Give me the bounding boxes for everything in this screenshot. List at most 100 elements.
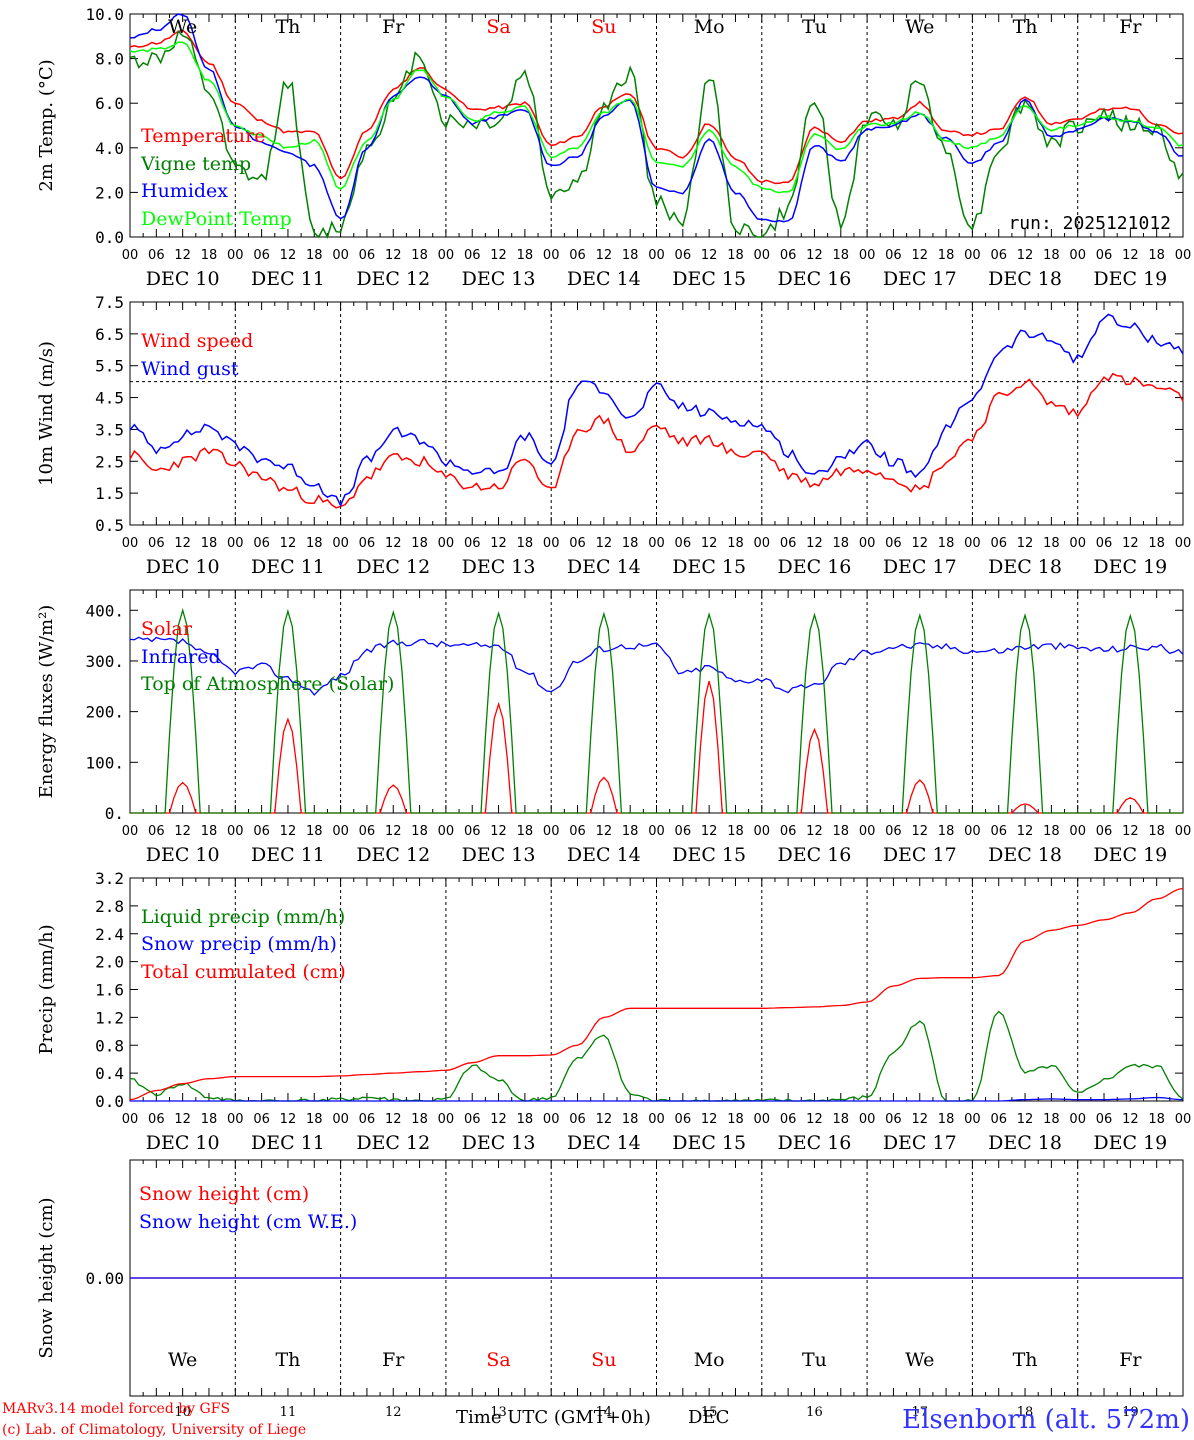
weekday-label: Tu xyxy=(802,1349,827,1371)
day-number-label: 16 xyxy=(806,1405,823,1420)
legend-snow-height-cm-w-e: Snow height (cm W.E.) xyxy=(139,1211,357,1233)
hour-tick-label: 06 xyxy=(780,248,797,263)
hour-tick-label: 00 xyxy=(438,824,455,839)
hour-tick-label: 00 xyxy=(122,1112,139,1127)
date-label: DEC 12 xyxy=(356,1132,430,1154)
date-label: DEC 15 xyxy=(672,1132,746,1154)
day-number-label: 19 xyxy=(1122,1405,1139,1420)
hour-tick-label: 18 xyxy=(201,1112,218,1127)
hour-tick-label: 12 xyxy=(385,1112,402,1127)
hour-tick-label: 00 xyxy=(227,536,244,551)
hour-tick-label: 06 xyxy=(148,1112,165,1127)
hour-tick-label: 00 xyxy=(122,824,139,839)
y-axis-label: 2m Temp. (°C) xyxy=(36,59,57,191)
date-label: DEC 14 xyxy=(567,556,641,578)
hour-tick-label: 00 xyxy=(543,824,560,839)
hour-tick-label: 12 xyxy=(490,824,507,839)
weekday-label: Sa xyxy=(486,16,510,38)
weekday-label: Su xyxy=(591,16,616,38)
legend-dewpoint-temp: DewPoint Temp xyxy=(141,208,292,230)
series-line-dewpoint-temp xyxy=(129,41,1184,194)
hour-tick-label: 18 xyxy=(1148,824,1165,839)
hour-tick-label: 06 xyxy=(675,824,692,839)
hour-tick-label: 12 xyxy=(385,536,402,551)
weekday-label: Mo xyxy=(694,16,725,38)
hour-tick-label: 00 xyxy=(1069,1112,1086,1127)
hour-tick-label: 18 xyxy=(411,824,428,839)
y-tick-label: 400. xyxy=(85,601,124,620)
hour-tick-label: 00 xyxy=(648,248,665,263)
weekday-label: Fr xyxy=(1119,16,1142,38)
date-label: DEC 17 xyxy=(883,844,957,866)
legend-wind-speed: Wind speed xyxy=(141,330,253,352)
y-tick-label: 4.5 xyxy=(95,389,124,408)
y-tick-label: 2.0 xyxy=(95,183,124,202)
hour-tick-label: 18 xyxy=(833,824,850,839)
y-tick-label: 0.8 xyxy=(95,1036,124,1055)
station-name: Elsenborn (alt. 572m) xyxy=(902,1405,1190,1435)
hour-tick-label: 18 xyxy=(306,824,323,839)
y-tick-label: 7.5 xyxy=(95,293,124,312)
hour-tick-label: 12 xyxy=(596,536,613,551)
hour-tick-label: 18 xyxy=(306,248,323,263)
hour-tick-label: 12 xyxy=(701,1112,718,1127)
hour-tick-label: 12 xyxy=(701,824,718,839)
date-label: DEC 16 xyxy=(778,1132,852,1154)
y-axis-label: Snow height (cm) xyxy=(36,1197,57,1358)
hour-tick-label: 00 xyxy=(964,536,981,551)
date-label: DEC 13 xyxy=(462,1132,536,1154)
day-number-label: 10 xyxy=(174,1405,191,1420)
hour-tick-label: 00 xyxy=(438,248,455,263)
date-label: DEC 16 xyxy=(778,268,852,290)
hour-tick-label: 12 xyxy=(596,1112,613,1127)
y-tick-label: 1.6 xyxy=(95,981,124,1000)
hour-tick-label: 12 xyxy=(911,1112,928,1127)
energy-flux-panel: 0. 100. 200. 300. 400. Energy fluxes (W/m²) So… xyxy=(36,589,1191,866)
hour-tick-label: 18 xyxy=(517,536,534,551)
hour-tick-label: 18 xyxy=(833,248,850,263)
hour-tick-label: 12 xyxy=(911,248,928,263)
hour-tick-label: 06 xyxy=(990,824,1007,839)
y-tick-label: 1.2 xyxy=(95,1008,124,1027)
hour-tick-label: 00 xyxy=(964,824,981,839)
hour-tick-label: 06 xyxy=(569,824,586,839)
hour-tick-label: 18 xyxy=(833,536,850,551)
hour-tick-label: 12 xyxy=(174,824,191,839)
hour-tick-label: 18 xyxy=(201,536,218,551)
date-label: DEC 19 xyxy=(1093,268,1167,290)
hour-tick-label: 00 xyxy=(122,248,139,263)
hour-tick-label: 18 xyxy=(938,248,955,263)
hour-tick-label: 18 xyxy=(1148,1112,1165,1127)
legend-wind-gust: Wind gust xyxy=(141,358,239,380)
y-axis-label: Energy fluxes (W/m²) xyxy=(36,605,57,799)
date-label: DEC 13 xyxy=(462,268,536,290)
hour-tick-label: 06 xyxy=(675,536,692,551)
y-tick-label: 2.8 xyxy=(95,897,124,916)
series-line-humidex xyxy=(129,13,1184,223)
month-label: DEC xyxy=(688,1407,729,1428)
hour-tick-label: 18 xyxy=(517,1112,534,1127)
hour-tick-label: 06 xyxy=(253,1112,270,1127)
hour-tick-label: 06 xyxy=(1096,536,1113,551)
date-label: DEC 18 xyxy=(988,268,1062,290)
hour-tick-label: 18 xyxy=(201,824,218,839)
hour-tick-label: 06 xyxy=(359,1112,376,1127)
y-tick-label: 6.0 xyxy=(95,94,124,113)
weekday-label: We xyxy=(168,16,197,38)
hour-tick-label: 00 xyxy=(1175,1112,1192,1127)
hour-tick-label: 12 xyxy=(596,824,613,839)
y-tick-label: 0.5 xyxy=(95,516,124,535)
hour-tick-label: 06 xyxy=(1096,824,1113,839)
weekday-label: Su xyxy=(591,1349,616,1371)
date-label: DEC 19 xyxy=(1093,556,1167,578)
hour-tick-label: 12 xyxy=(911,536,928,551)
date-label: DEC 19 xyxy=(1093,1132,1167,1154)
hour-tick-label: 18 xyxy=(938,824,955,839)
hour-tick-label: 06 xyxy=(990,248,1007,263)
date-label: DEC 10 xyxy=(146,556,220,578)
date-label: DEC 10 xyxy=(146,1132,220,1154)
hour-tick-label: 00 xyxy=(754,248,771,263)
hour-tick-label: 06 xyxy=(359,248,376,263)
snow-height-panel: 0.00 Snow height (cm) Snow height (cm) Snow… xyxy=(36,1159,1184,1420)
hour-tick-label: 12 xyxy=(806,248,823,263)
